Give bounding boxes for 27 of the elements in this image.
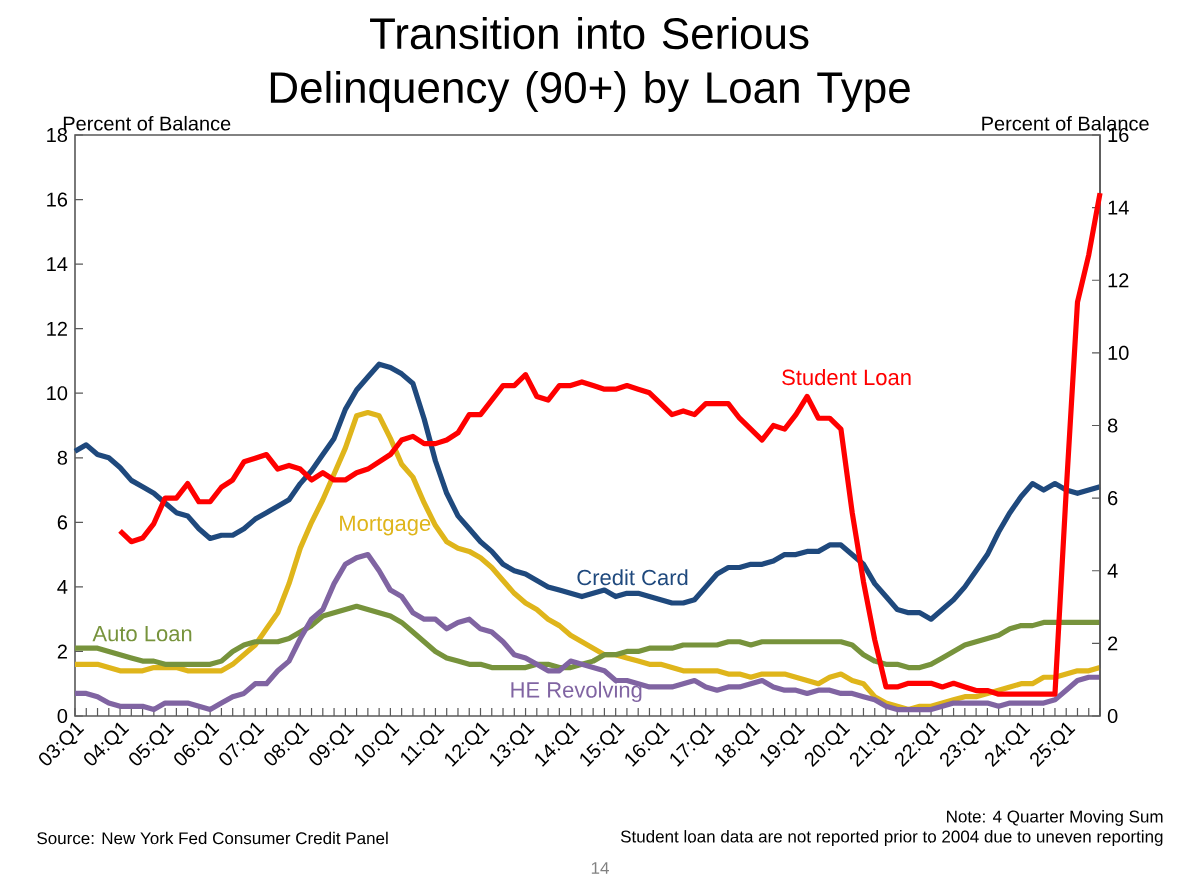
y2-tick-label: 2 xyxy=(1108,636,1118,651)
y2-tick-label: 12 xyxy=(1108,273,1129,288)
y2-tick-label: 0 xyxy=(1107,708,1118,724)
source-note: Source: New York Fed Consumer Credit Panel xyxy=(37,831,388,845)
chart-title: Transition into Serious Delinquency (90+) by Loan Type xyxy=(270,16,910,112)
y2-tick-label: 14 xyxy=(1108,200,1129,215)
y-tick-label: 16 xyxy=(47,192,68,207)
y2-tick-label: 4 xyxy=(1107,563,1118,578)
text: 14 xyxy=(591,862,609,874)
y-tick-label: 4 xyxy=(57,580,68,594)
text: Note: 4 Quarter Moving Sum xyxy=(947,810,1163,826)
y2-tick-label: 8 xyxy=(1107,418,1118,433)
y-tick-label: 0 xyxy=(57,708,68,724)
y2-tick-label: 6 xyxy=(1108,491,1118,506)
series-label: Auto Loan xyxy=(92,626,192,642)
series-label: Mortgage xyxy=(340,515,431,536)
y-tick-label: 6 xyxy=(57,515,68,530)
y-tick-label: 10 xyxy=(47,386,68,401)
series-label: Student Loan xyxy=(782,369,911,386)
y-tick-label: 12 xyxy=(47,321,67,336)
y-tick-label: 2 xyxy=(57,644,67,659)
y-tick-label: 14 xyxy=(47,257,68,271)
series-label: HE Revolving xyxy=(511,681,642,703)
series-label: Credit Card xyxy=(577,569,688,586)
text: Student loan data are not reported prior to 2004 due to uneven reporting xyxy=(620,830,1163,846)
y-tick-label: 8 xyxy=(57,450,68,465)
y2-tick-label: 10 xyxy=(1108,345,1129,360)
